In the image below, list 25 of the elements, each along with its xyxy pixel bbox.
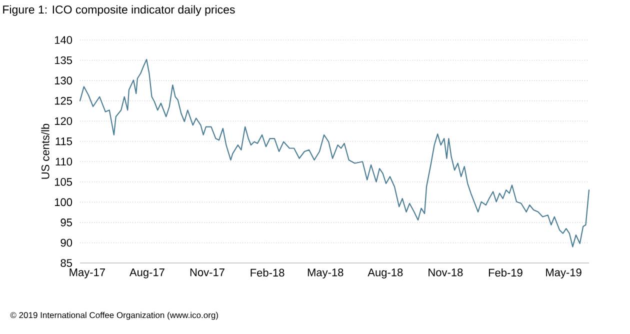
y-tick-label: 100 [54, 198, 72, 206]
line-series [79, 58, 590, 248]
y-tick-label: 130 [54, 76, 72, 84]
x-tick-label: Aug-17 [129, 268, 164, 278]
x-tick-label: May-19 [546, 268, 582, 278]
y-tick-label: 125 [54, 96, 72, 105]
y-tick-label: 140 [54, 36, 72, 44]
y-tick-label: 115 [56, 138, 72, 146]
x-tick-label: May-17 [70, 268, 105, 278]
y-axis-title: US cents/lb [41, 124, 50, 179]
y-tick-label: 120 [54, 117, 72, 125]
y-tick-label: 95 [60, 218, 72, 226]
text: © 2019 International Coffee Organization (www.ico.org) [10, 312, 218, 320]
y-tick-label: 90 [60, 238, 72, 247]
y-tick-label: 135 [54, 56, 72, 64]
chart-title: Figure 1: ICO composite indicator daily prices [3, 5, 235, 16]
x-tick-label: Aug-18 [368, 268, 403, 278]
y-tick-label: 85 [60, 259, 72, 267]
y-tick-label: 110 [56, 158, 72, 166]
x-tick-label: Feb-19 [488, 268, 522, 277]
x-tick-label: Nov-17 [190, 268, 224, 276]
x-tick-label: Feb-18 [250, 268, 284, 277]
x-tick-label: Nov-18 [428, 268, 463, 276]
y-tick-label: 105 [54, 178, 72, 186]
x-tick-label: May-18 [308, 268, 344, 278]
